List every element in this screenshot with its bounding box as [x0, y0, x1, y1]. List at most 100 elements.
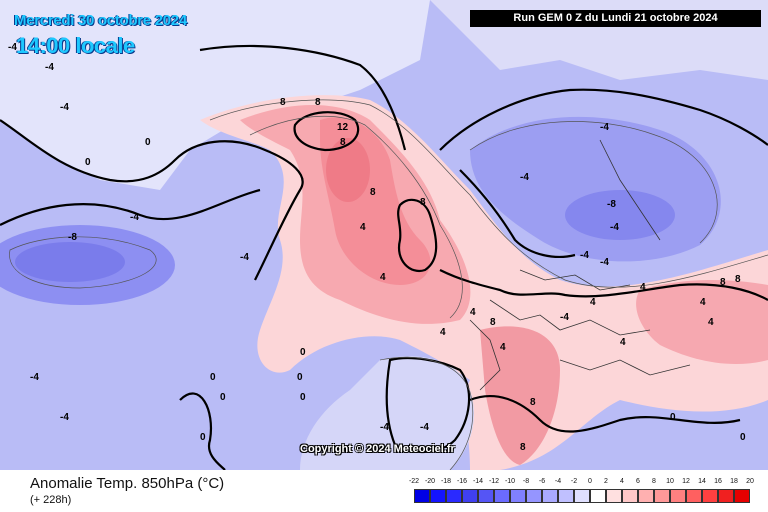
isotherm-value-label: -4	[240, 252, 249, 263]
isotherm-value-label: 0	[740, 432, 746, 443]
color-scale-legend: -22 -20 -18 -16 -14 -12 -10 -8 -6 -4 -2 0 2 4 6 8 10 12 14…	[409, 478, 754, 508]
mediterranean-coast	[469, 395, 741, 433]
isotherm-value-label: 4	[470, 307, 476, 318]
run-info-banner: Run GEM 0 Z du Lundi 21 octobre 2024	[470, 10, 761, 27]
copyright-text: Copyright © 2024 Meteociel.fr	[300, 443, 455, 455]
isotherm-value-label: 8	[370, 187, 376, 198]
legend-tick-label: 2	[604, 478, 608, 485]
legend-color-swatch	[718, 489, 734, 503]
legend-tick-label: 0	[588, 478, 592, 485]
legend-tick-label: 20	[746, 478, 754, 485]
warm-anomaly-max	[326, 138, 370, 202]
isotherm-value-label: 4	[640, 282, 646, 293]
isotherm-value-label: 4	[700, 297, 706, 308]
iberia-coast	[385, 356, 471, 454]
iceland-coast	[293, 111, 360, 152]
border-lines-balkans	[559, 359, 691, 376]
legend-color-swatch	[734, 489, 750, 503]
legend-tick-label: 10	[666, 478, 674, 485]
canada-coast	[0, 188, 261, 226]
contour-line	[209, 99, 768, 288]
isotherm-value-label: 4	[708, 317, 714, 328]
isotherm-value-label: 0	[220, 392, 226, 403]
legend-color-swatch	[510, 489, 526, 503]
legend-color-swatch	[590, 489, 606, 503]
legend-tick-label: -10	[504, 478, 516, 485]
isotherm-value-label: 0	[200, 432, 206, 443]
isotherm-value-label: -4	[520, 172, 529, 183]
legend-color-swatch	[526, 489, 542, 503]
isotherm-value-label: 8	[735, 274, 741, 285]
legend-color-swatch	[430, 489, 446, 503]
isotherm-value-label: 0	[145, 137, 151, 148]
isotherm-value-label: -4	[380, 422, 389, 433]
valid-time: 14:00 locale	[16, 33, 135, 58]
legend-tick-label: 12	[682, 478, 690, 485]
isotherm-value-label: 0	[670, 412, 676, 423]
legend-tick-label: 14	[698, 478, 706, 485]
coastlines	[0, 44, 768, 470]
isotherm-value-label: -4	[8, 42, 17, 53]
isotherm-value-label: 4	[380, 272, 386, 283]
legend-color-swatch	[414, 489, 430, 503]
legend-tick-label: -6	[538, 478, 546, 485]
isotherm-value-label: -4	[600, 257, 609, 268]
legend-color-swatch	[638, 489, 654, 503]
legend-tick-label: 16	[714, 478, 722, 485]
isotherm-value-label: 12	[337, 122, 349, 133]
uk-coast	[397, 198, 438, 273]
cold-anomaly-west-core	[15, 242, 125, 282]
legend-tick-label: -4	[554, 478, 562, 485]
legend-tick-label: 4	[620, 478, 624, 485]
isotherm-value-label: 8	[420, 197, 426, 208]
legend-tick-label: 6	[636, 478, 640, 485]
isotherm-value-label: 4	[440, 327, 446, 338]
border-lines-france	[469, 319, 501, 391]
isotherm-value-label: 8	[720, 277, 726, 288]
isotherm-value-label: -4	[600, 122, 609, 133]
legend-tick-label: -18	[440, 478, 452, 485]
contour-line	[469, 121, 718, 244]
europe-coast	[439, 269, 768, 301]
isotherm-value-label: 8	[315, 97, 321, 108]
legend-color-swatch	[542, 489, 558, 503]
legend-color-swatch	[670, 489, 686, 503]
east-coast-north-america	[179, 392, 226, 470]
neutral-zone-greenland	[0, 0, 430, 190]
isotherm-value-label: 4	[500, 342, 506, 353]
isotherm-value-label: -4	[60, 412, 69, 423]
legend-color-swatch	[558, 489, 574, 503]
isotherm-value-label: -4	[45, 62, 54, 73]
legend-color-swatch	[494, 489, 510, 503]
greenland-north-coast	[199, 44, 407, 151]
legend-tick-label: 18	[730, 478, 738, 485]
cold-core-scandinavia	[565, 190, 675, 240]
valid-date: Mercredi 30 octobre 2024	[14, 12, 187, 29]
legend-tick-label: 8	[652, 478, 656, 485]
legend-color-swatch	[446, 489, 462, 503]
border-lines-eastern-europe	[519, 269, 631, 291]
contour-line	[9, 236, 157, 289]
scandinavia-coast	[439, 88, 768, 151]
legend-tick-label: -14	[472, 478, 484, 485]
field-title: Anomalie Temp. 850hPa (°C)	[30, 475, 225, 492]
legend-tick-label: -20	[424, 478, 436, 485]
legend-tick-label: -8	[522, 478, 530, 485]
isotherm-value-label: 8	[520, 442, 526, 453]
greenland-coast	[0, 119, 304, 281]
legend-color-swatch	[702, 489, 718, 503]
isotherm-value-label: -4	[130, 212, 139, 223]
isotherm-value-label: 4	[360, 222, 366, 233]
isotherm-value-label: -8	[607, 199, 616, 210]
isotherm-value-label: 0	[210, 372, 216, 383]
legend-color-swatch	[686, 489, 702, 503]
isotherm-value-label: 8	[340, 137, 346, 148]
norway-coast	[459, 169, 576, 258]
legend-color-swatch	[622, 489, 638, 503]
legend-tick-label: -22	[408, 478, 420, 485]
isotherm-value-label: 4	[590, 297, 596, 308]
isotherm-value-label: 8	[280, 97, 286, 108]
warm-anomaly-east-europe	[636, 280, 768, 365]
isotherm-value-label: 8	[530, 397, 536, 408]
